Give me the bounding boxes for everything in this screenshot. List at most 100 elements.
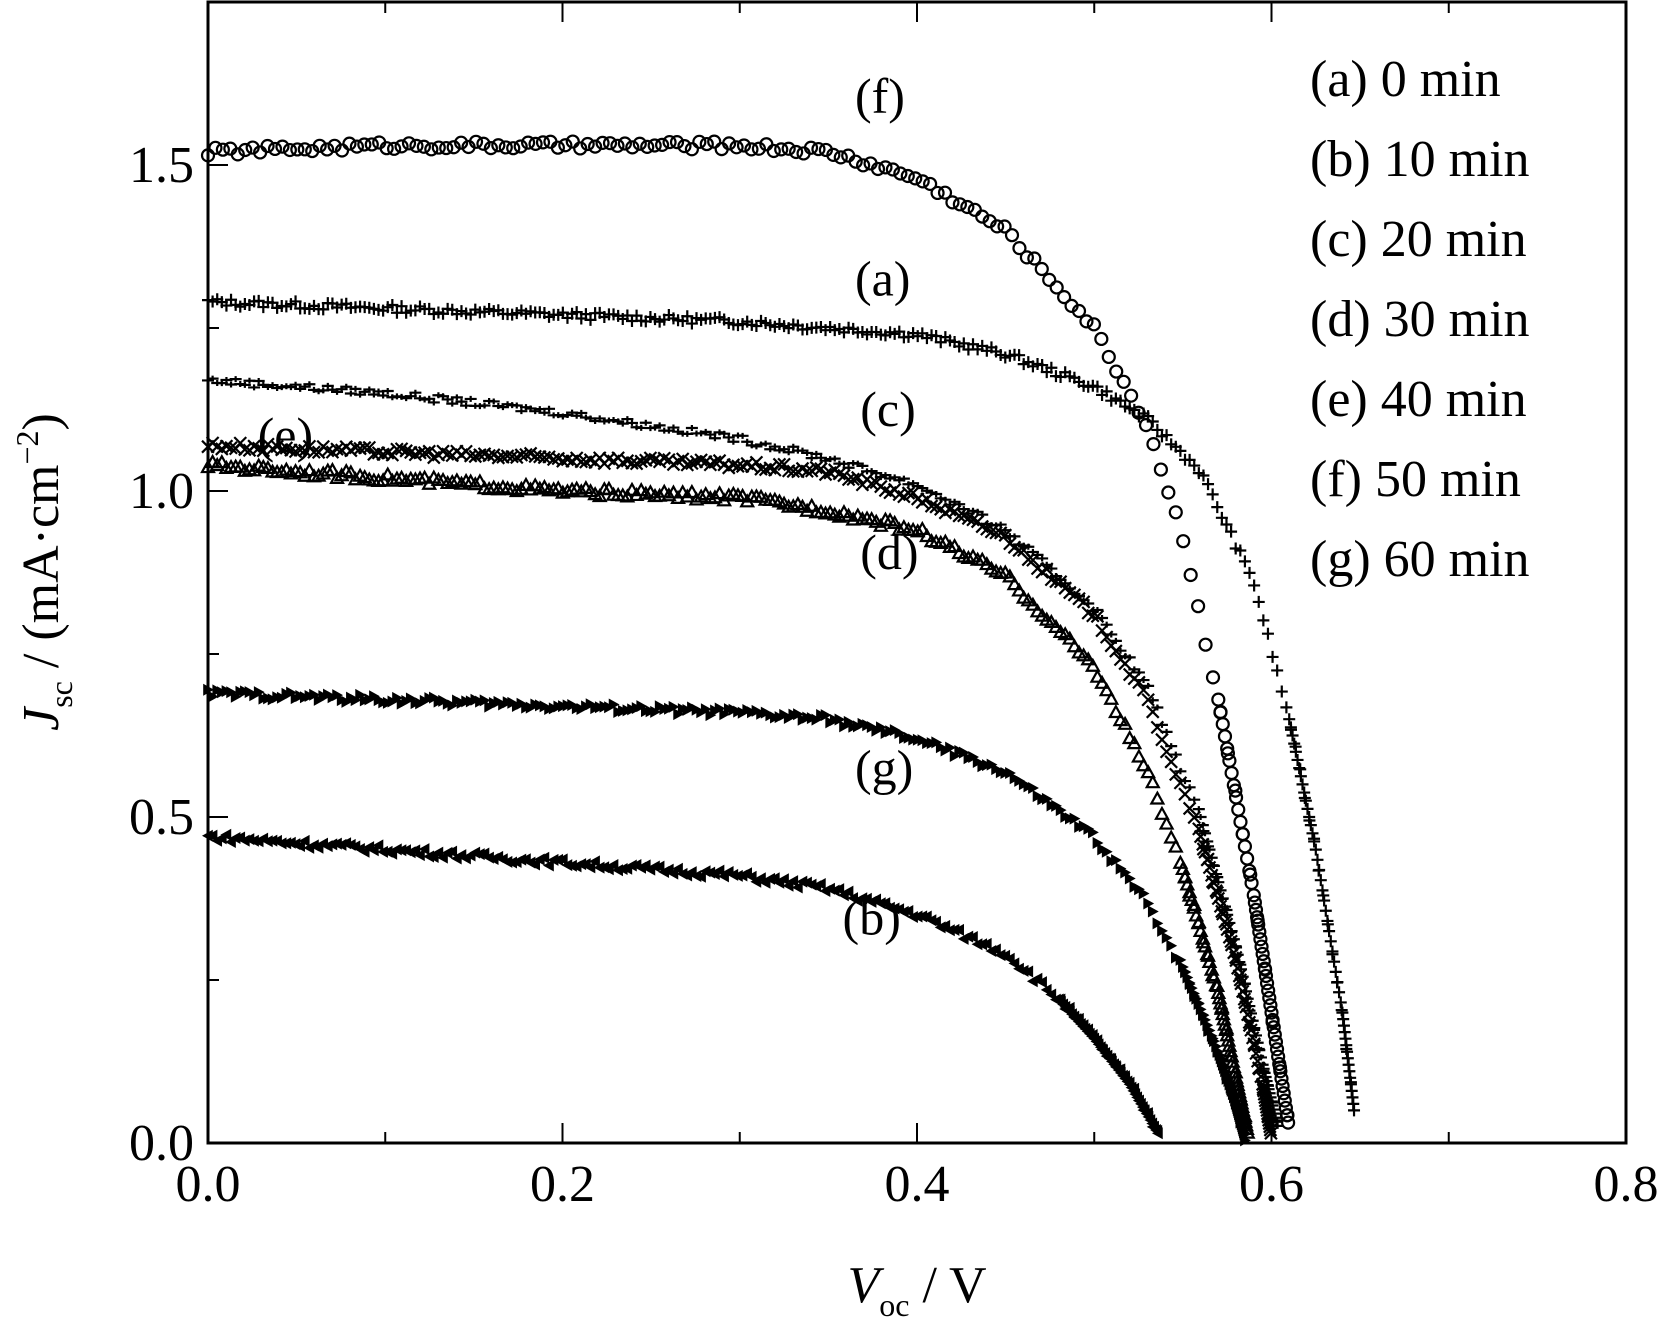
data-point — [417, 445, 432, 460]
data-point — [1161, 485, 1176, 500]
data-point — [1045, 988, 1057, 1001]
data-point — [513, 480, 530, 495]
data-point — [454, 135, 469, 150]
data-point — [932, 534, 949, 549]
data-point — [1138, 887, 1150, 900]
legend-entry-g: (g) 60 min — [1310, 531, 1530, 588]
legend-entry-b: (b) 10 min — [1310, 131, 1530, 188]
data-point — [446, 845, 458, 858]
data-point — [573, 141, 588, 156]
data-point — [384, 472, 401, 487]
data-point — [450, 394, 463, 401]
data-point — [501, 855, 513, 868]
data-point — [589, 855, 600, 868]
data-point — [885, 162, 900, 177]
data-point — [833, 150, 848, 165]
data-point — [930, 185, 945, 201]
data-point — [1275, 685, 1288, 698]
data-point — [1154, 805, 1170, 820]
data-point — [1053, 574, 1068, 589]
data-point — [1267, 1027, 1282, 1042]
data-point — [261, 835, 273, 848]
data-point — [280, 837, 292, 850]
data-point — [1309, 843, 1322, 856]
data-point — [422, 444, 436, 459]
data-point — [260, 138, 275, 154]
x-tick-label: 0.4 — [885, 1156, 950, 1213]
data-point — [1304, 819, 1317, 832]
data-point — [206, 829, 218, 842]
data-point — [1145, 705, 1160, 719]
data-point — [390, 843, 402, 856]
data-point — [692, 134, 707, 149]
data-point — [401, 136, 417, 151]
data-point — [632, 136, 647, 151]
curve-label-d: (d) — [860, 524, 918, 580]
data-point — [803, 497, 820, 512]
data-point — [1220, 518, 1233, 531]
data-point — [937, 533, 954, 548]
data-point — [1158, 815, 1175, 830]
data-point — [479, 694, 491, 707]
curve-label-b: (b) — [843, 889, 901, 945]
data-point — [826, 147, 841, 162]
data-point — [1111, 854, 1122, 867]
data-point — [888, 902, 900, 915]
data-point — [619, 488, 636, 503]
data-point — [535, 135, 551, 150]
data-point — [238, 442, 252, 457]
data-point — [423, 395, 436, 402]
data-point — [817, 505, 834, 520]
data-point — [529, 858, 541, 871]
data-point — [1155, 732, 1169, 747]
data-point — [672, 862, 683, 875]
data-point — [915, 174, 930, 189]
curve-label-e: (e) — [258, 407, 314, 463]
data-point — [238, 381, 251, 388]
data-point — [1066, 638, 1083, 653]
data-point — [777, 457, 791, 472]
data-point — [437, 393, 450, 400]
data-point — [1213, 899, 1228, 914]
data-point — [1109, 644, 1123, 658]
data-point — [736, 432, 749, 439]
data-point — [634, 454, 648, 469]
data-point — [1265, 1012, 1280, 1028]
data-point — [455, 398, 468, 405]
data-point — [233, 436, 248, 450]
data-point — [637, 485, 654, 500]
data-point — [608, 698, 620, 711]
legend-entry-f: (f) 50 min — [1310, 451, 1521, 508]
data-point — [811, 141, 826, 157]
data-point — [781, 141, 796, 156]
data-point — [464, 395, 477, 402]
curve-label-g: (g) — [855, 739, 913, 795]
data-point — [1286, 729, 1299, 742]
data-point — [543, 405, 556, 412]
data-point — [1252, 924, 1267, 940]
data-point — [290, 142, 305, 157]
data-point — [1169, 767, 1183, 782]
data-point — [785, 498, 802, 513]
data-point — [355, 688, 367, 701]
curve-labels: (f) (a) (c) (e) (d) (g) (b) — [258, 68, 919, 946]
data-point — [441, 396, 454, 403]
data-point — [1248, 579, 1261, 592]
data-point — [684, 483, 700, 499]
data-point — [1299, 794, 1312, 807]
data-point — [1313, 863, 1326, 876]
curve-label-c: (c) — [860, 381, 916, 437]
data-point — [1176, 534, 1191, 549]
data-point — [1196, 837, 1210, 852]
data-point — [377, 392, 390, 399]
data-point — [1222, 930, 1237, 944]
data-point — [510, 402, 523, 409]
data-point — [238, 142, 253, 158]
data-point — [487, 398, 500, 405]
data-point — [491, 138, 506, 153]
data-point — [734, 487, 751, 502]
data-point — [1028, 781, 1039, 794]
data-point — [1272, 1056, 1287, 1072]
data-point — [907, 910, 918, 923]
data-point — [1233, 973, 1248, 987]
